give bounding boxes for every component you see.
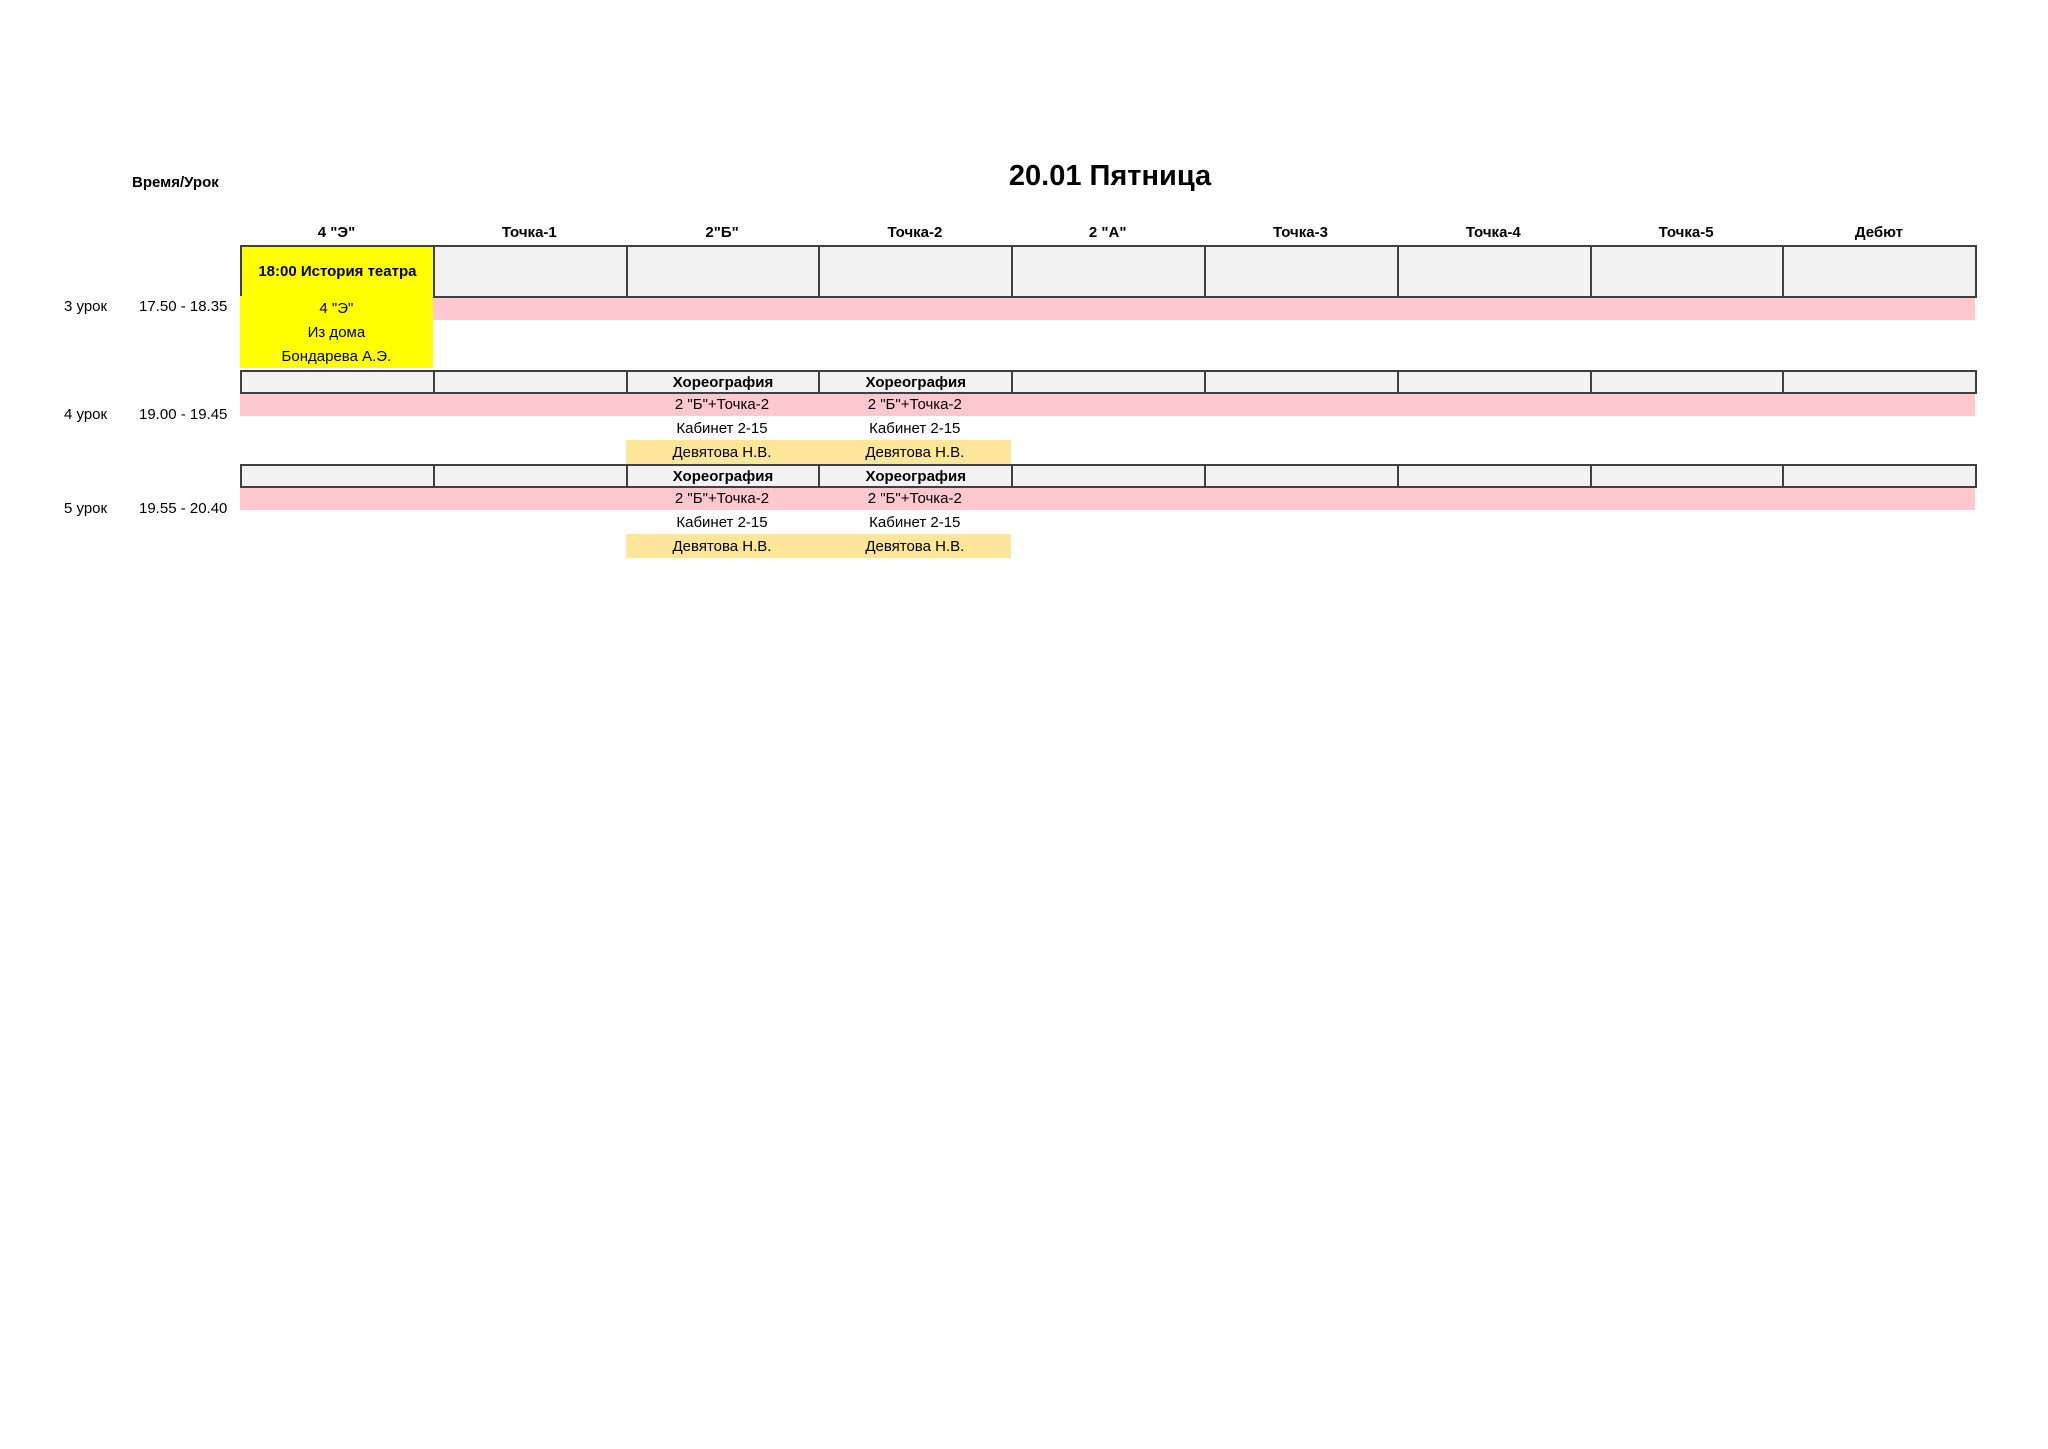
page-title: 20.01 Пятница	[1008, 160, 1212, 192]
column-header: 4 "Э"	[317, 224, 356, 241]
group-label: 2 "Б"+Точка-2	[674, 489, 770, 507]
teacher-label: Девятова Н.В.	[625, 440, 819, 464]
room-label: Кабинет 2-15	[676, 513, 768, 531]
lesson-header-cell[interactable]	[432, 464, 628, 488]
column-header: Точка-5	[1658, 224, 1714, 241]
teacher-label: Девятова Н.В.	[818, 440, 1012, 464]
lesson-header-cell[interactable]	[1782, 370, 1978, 394]
lesson-header-cell[interactable]	[1589, 464, 1785, 488]
column-header: Дебют	[1854, 224, 1903, 241]
column-header: Точка-4	[1465, 224, 1521, 241]
subject-label: Хореография	[672, 373, 774, 391]
lesson-number: 4 урок	[64, 406, 108, 423]
time-lesson-header: Время/Урок	[132, 174, 219, 191]
lesson-header-cell[interactable]	[1589, 245, 1785, 298]
lesson-header-cell[interactable]	[1011, 370, 1206, 394]
room-label: Кабинет 2-15	[676, 419, 768, 437]
lesson-header-cell[interactable]	[1396, 245, 1592, 298]
subject-label: Хореография	[865, 467, 967, 485]
lesson-header-cell[interactable]	[1204, 464, 1399, 488]
pink-row	[240, 486, 1976, 510]
pink-row	[240, 392, 1976, 416]
column-header: Точка-3	[1273, 224, 1328, 241]
subject-label: Хореография	[672, 467, 774, 485]
lesson-header-cell[interactable]	[625, 245, 821, 298]
room-label: Кабинет 2-15	[869, 513, 961, 531]
lesson-header-cell[interactable]: 18:00 История театра	[240, 245, 435, 298]
lesson-time: 17.50 - 18.35	[139, 298, 228, 315]
group-label: 2 "Б"+Точка-2	[867, 395, 962, 413]
column-header: Точка-1	[501, 224, 557, 241]
lesson-time: 19.00 - 19.45	[139, 406, 228, 423]
lesson-time: 19.55 - 20.40	[139, 500, 228, 517]
lesson-header-cell[interactable]	[818, 245, 1014, 298]
lesson-header-cell[interactable]	[240, 464, 435, 488]
column-header: 2"Б"	[705, 224, 739, 241]
lesson-header-cell[interactable]: Хореография	[818, 464, 1014, 488]
lesson-header-cell[interactable]	[1782, 245, 1978, 298]
lesson-header-cell[interactable]	[1204, 245, 1399, 298]
group-label: 2 "Б"+Точка-2	[674, 395, 770, 413]
subject-label: 18:00 История театра	[258, 263, 417, 280]
lesson-number: 5 урок	[64, 500, 108, 517]
lesson-header-cell[interactable]: Хореография	[625, 370, 821, 394]
lesson-header-cell[interactable]	[1011, 245, 1206, 298]
column-header: 2 "А"	[1088, 224, 1127, 241]
lesson-header-cell[interactable]: Хореография	[625, 464, 821, 488]
lesson-header-cell[interactable]	[432, 245, 628, 298]
group-label: 2 "Б"+Точка-2	[867, 489, 962, 507]
lesson-header-cell[interactable]	[240, 370, 435, 394]
room-label: Из дома	[307, 323, 366, 341]
teacher-label: Девятова Н.В.	[818, 534, 1012, 558]
lesson-header-cell[interactable]	[1011, 464, 1206, 488]
column-header: Точка-2	[887, 224, 943, 241]
teacher-label: Девятова Н.В.	[625, 534, 819, 558]
lesson-number: 3 урок	[64, 298, 108, 315]
room-label: Кабинет 2-15	[869, 419, 961, 437]
lesson-header-cell[interactable]	[1589, 370, 1785, 394]
lesson-header-cell[interactable]	[1396, 464, 1592, 488]
teacher-label: Бондарева А.Э.	[281, 347, 392, 365]
group-label: 4 "Э"	[319, 299, 354, 317]
lesson-header-cell[interactable]: Хореография	[818, 370, 1014, 394]
lesson-header-cell[interactable]	[1782, 464, 1978, 488]
lesson-header-cell[interactable]	[1396, 370, 1592, 394]
pink-row	[240, 296, 1976, 320]
subject-label: Хореография	[865, 373, 967, 391]
lesson-header-cell[interactable]	[432, 370, 628, 394]
lesson-header-cell[interactable]	[1204, 370, 1399, 394]
yellow-fill	[240, 296, 433, 368]
